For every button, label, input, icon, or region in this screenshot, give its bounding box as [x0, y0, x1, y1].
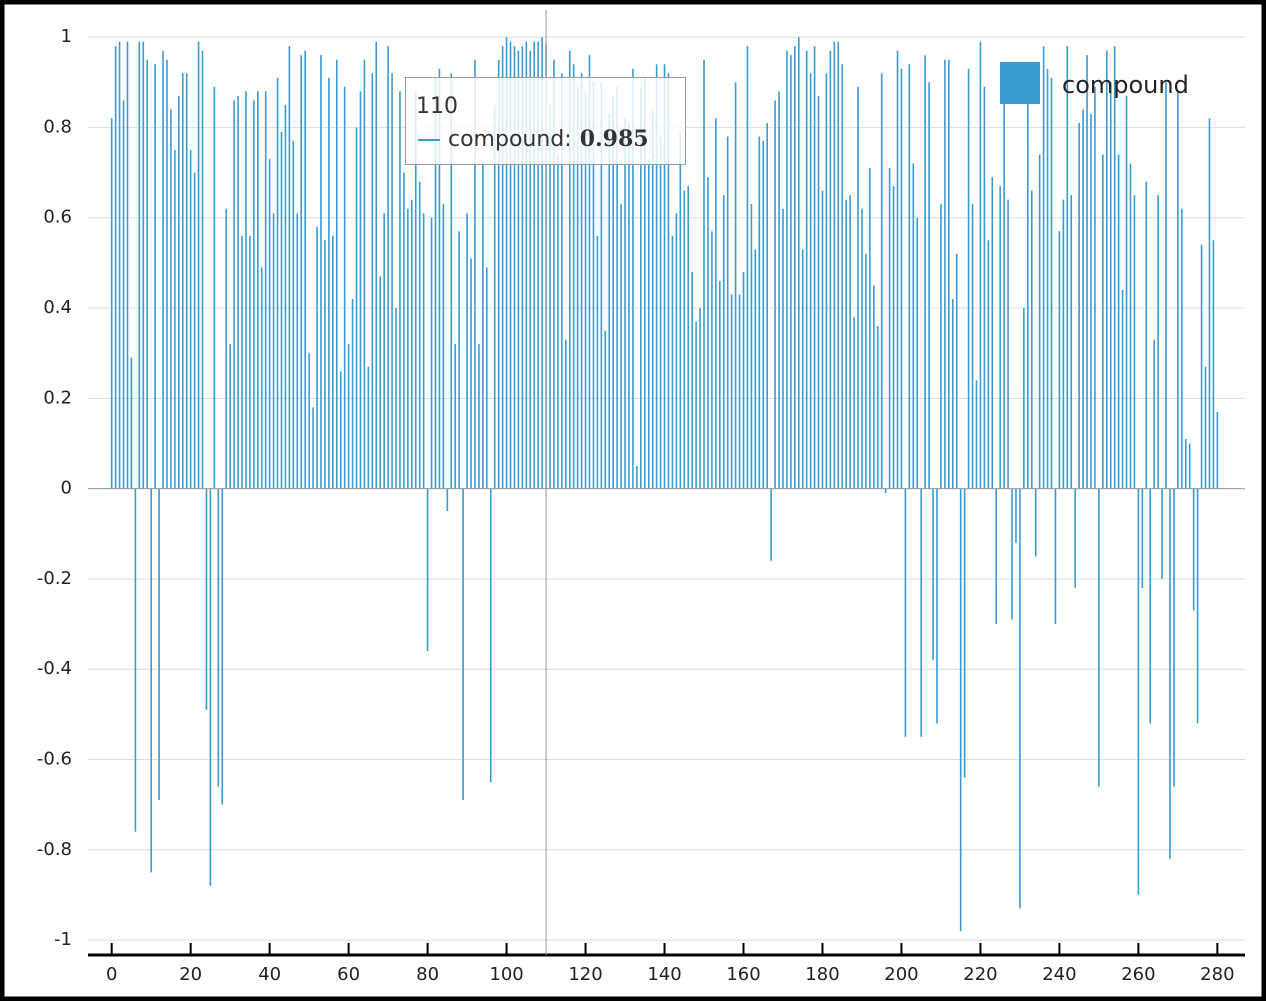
x-tick-label: 100	[489, 964, 523, 985]
y-tick-label: 0.6	[43, 207, 72, 228]
x-tick-label: 220	[963, 964, 997, 985]
x-tick-label: 160	[726, 964, 760, 985]
legend-swatch	[1000, 62, 1040, 104]
x-tick-label: 120	[568, 964, 602, 985]
tooltip-value: 0.985	[579, 126, 649, 152]
y-tick-label: 1	[61, 26, 72, 47]
bars	[110, 37, 1219, 932]
y-tick-label: -0.2	[37, 568, 72, 589]
x-tick-label: 140	[647, 964, 681, 985]
legend-label: compound	[1062, 71, 1189, 99]
x-tick-label: 20	[179, 964, 202, 985]
y-tick-label: -1	[54, 929, 72, 950]
tooltip-row: compound 0.985	[418, 126, 649, 152]
x-tick-label: 40	[258, 964, 281, 985]
y-tick-label: 0.4	[43, 297, 72, 318]
x-tick-label: 280	[1200, 964, 1234, 985]
x-tick-label: 260	[1121, 964, 1155, 985]
y-tick-label: 0	[61, 478, 72, 499]
x-tick-label: 180	[805, 964, 839, 985]
y-tick-label: -0.6	[37, 749, 72, 770]
tooltip-title: 110	[416, 94, 458, 119]
x-tick-label: 240	[1042, 964, 1076, 985]
y-tick-label: 0.8	[43, 116, 72, 137]
tooltip-name: compound	[448, 127, 572, 152]
x-tick-label: 60	[337, 964, 360, 985]
axes: -1 -0.8 -0.6 -0.4 -0.2 0 0.2 0.4 0.6 0.8 1 0 20 40 60 8…	[37, 10, 1245, 985]
x-tick-label: 80	[416, 964, 439, 985]
y-tick-label: 0.2	[43, 387, 72, 408]
y-tick-label: -0.4	[37, 658, 72, 679]
x-tick-label: 200	[884, 964, 918, 985]
tooltip-swatch	[418, 139, 440, 141]
x-tick-label: 0	[106, 964, 117, 985]
tooltip: 110 compound 0.985	[405, 77, 686, 165]
y-tick-label: -0.8	[37, 839, 72, 860]
